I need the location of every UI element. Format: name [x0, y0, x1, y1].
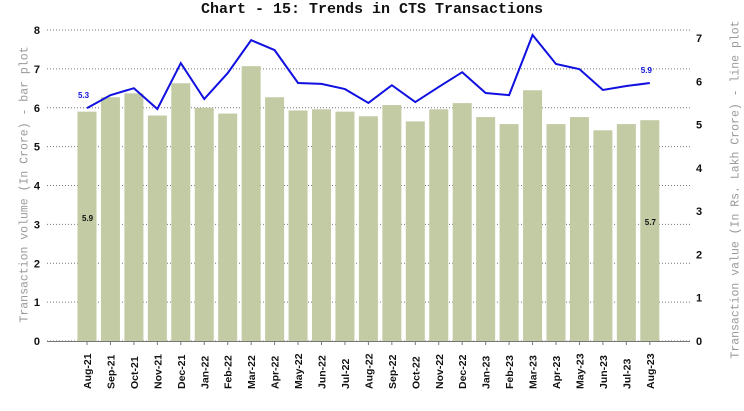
- line-label-last: 5.9: [641, 66, 653, 75]
- x-tick-label: Jun-22: [317, 355, 329, 389]
- x-tick-label: Nov-21: [152, 354, 164, 389]
- bar: [523, 90, 543, 341]
- x-tick-label: Mar-23: [528, 355, 540, 389]
- bar: [241, 66, 261, 341]
- x-tick-label: Nov-22: [434, 354, 446, 389]
- bar: [569, 117, 589, 341]
- y-left-tick: 2: [34, 258, 40, 270]
- x-tick-label: Aug-22: [363, 353, 375, 389]
- y-right-tick: 3: [696, 206, 702, 218]
- x-tick-label: Feb-22: [223, 355, 235, 389]
- y-left-tick: 4: [34, 181, 41, 193]
- x-tick-label: Jul-22: [340, 358, 352, 389]
- x-tick-label: May-23: [574, 353, 586, 389]
- x-tick-label: Aug-21: [82, 353, 94, 389]
- bar: [77, 111, 97, 341]
- y-right-tick: 5: [696, 120, 702, 132]
- x-tick-label: Mar-22: [246, 355, 258, 389]
- bar: [358, 116, 378, 342]
- x-tick-label: Aug-23: [645, 353, 657, 389]
- bar: [335, 111, 355, 341]
- y-right-tick: 6: [696, 76, 702, 88]
- bar-label-last: 5.7: [645, 218, 657, 227]
- bar: [546, 124, 566, 341]
- x-tick-label: Jan-22: [199, 356, 211, 389]
- y-right-tick: 2: [696, 249, 702, 261]
- x-tick-label: Oct-22: [410, 356, 422, 389]
- x-tick-label: Sep-21: [105, 354, 117, 389]
- y-left-tick: 8: [34, 25, 40, 37]
- x-tick-label: Jul-23: [621, 358, 633, 389]
- bar: [100, 97, 120, 341]
- bar: [640, 120, 660, 341]
- bar: [452, 103, 472, 342]
- bar: [265, 97, 285, 341]
- x-tick-label: Dec-21: [176, 354, 188, 389]
- y-left-tick: 1: [34, 297, 40, 309]
- bar: [218, 113, 238, 341]
- x-tick-label: Jun-23: [598, 355, 610, 389]
- x-tick-label: Sep-22: [387, 354, 399, 389]
- bar: [147, 115, 167, 342]
- bar: [476, 117, 496, 341]
- y-left-tick: 7: [34, 64, 40, 76]
- bar: [171, 83, 191, 341]
- x-tick-label: May-22: [293, 353, 305, 389]
- x-tick-label: Jan-23: [481, 356, 493, 389]
- bar: [593, 130, 613, 341]
- chart-title: Chart - 15: Trends in CTS Transactions: [200, 1, 544, 18]
- y-right-tick: 1: [696, 293, 702, 305]
- bar: [382, 105, 402, 341]
- bar: [429, 109, 449, 342]
- y-left-tick: 0: [34, 336, 40, 348]
- bar: [124, 93, 144, 342]
- x-tick-label: Dec-22: [457, 354, 469, 389]
- y-right-tick: 4: [696, 163, 703, 175]
- y-left-tick: 3: [34, 219, 40, 231]
- x-tick-label: Feb-23: [504, 355, 516, 389]
- bar: [312, 109, 331, 342]
- line-label-first: 5.3: [78, 91, 90, 100]
- bar: [288, 110, 308, 341]
- value-line: [86, 33, 650, 111]
- y-right-tick: 0: [696, 336, 702, 348]
- y-left-tick: 5: [34, 142, 40, 154]
- x-tick-label: Oct-21: [129, 356, 141, 389]
- y-right-tick: 7: [696, 33, 702, 45]
- bar-label-first: 5.9: [82, 214, 94, 223]
- x-tick-label: Apr-22: [270, 356, 282, 389]
- bar: [499, 124, 519, 341]
- y-left-tick: 6: [34, 103, 40, 115]
- x-tick-label: Apr-23: [551, 356, 563, 389]
- bar: [194, 107, 214, 341]
- bar: [405, 121, 425, 341]
- bar: [616, 124, 636, 341]
